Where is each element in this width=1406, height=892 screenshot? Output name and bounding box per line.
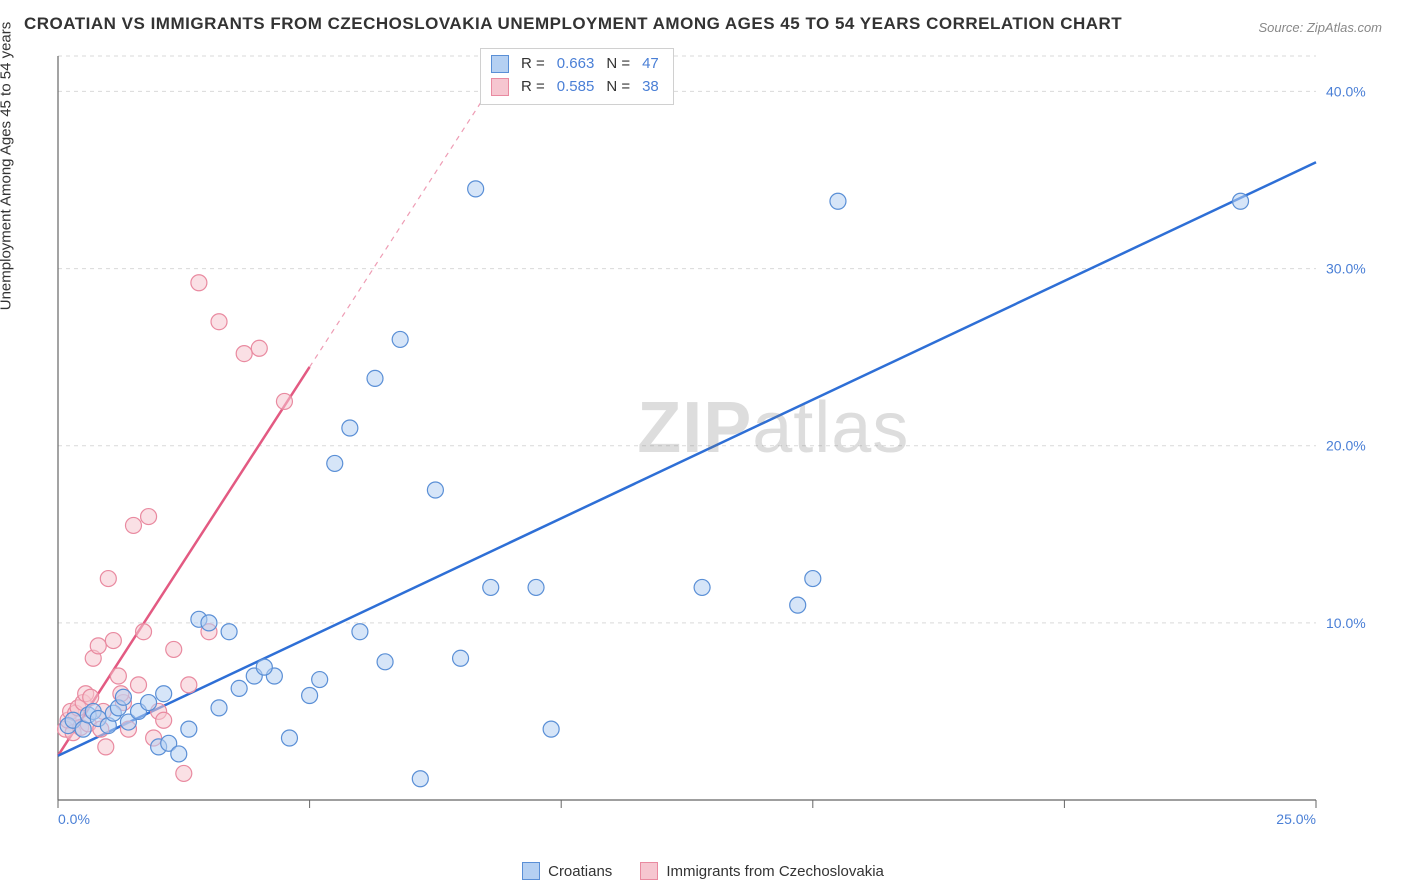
legend-n-value: 47 [642, 53, 659, 76]
legend-n-label: N = [606, 76, 630, 99]
legend-r-label: R = [521, 76, 545, 99]
correlation-legend: R = 0.663 N = 47 R = 0.585 N = 38 [480, 48, 674, 105]
legend-row: R = 0.663 N = 47 [491, 53, 659, 76]
legend-row: R = 0.585 N = 38 [491, 76, 659, 99]
legend-swatch [491, 55, 509, 73]
scatter-plot: 10.0% 20.0% 30.0% 40.0% 0.0% 25.0% [56, 50, 1376, 830]
legend-swatch [640, 862, 658, 880]
svg-text:25.0%: 25.0% [1276, 811, 1316, 827]
legend-label: Croatians [548, 863, 612, 880]
svg-text:0.0%: 0.0% [58, 811, 90, 827]
legend-swatch [522, 862, 540, 880]
y-axis-label: Unemployment Among Ages 45 to 54 years [0, 22, 15, 311]
svg-text:30.0%: 30.0% [1326, 261, 1366, 277]
legend-r-value: 0.585 [557, 76, 595, 99]
plot-svg: 10.0% 20.0% 30.0% 40.0% 0.0% 25.0% [56, 50, 1376, 830]
source-attribution: Source: ZipAtlas.com [1258, 20, 1382, 35]
legend-item: Croatians [522, 862, 612, 880]
chart-title: CROATIAN VS IMMIGRANTS FROM CZECHOSLOVAK… [24, 14, 1122, 34]
legend-item: Immigrants from Czechoslovakia [640, 862, 884, 880]
svg-text:10.0%: 10.0% [1326, 615, 1366, 631]
legend-swatch [491, 78, 509, 96]
legend-n-label: N = [606, 53, 630, 76]
legend-r-label: R = [521, 53, 545, 76]
series-legend: Croatians Immigrants from Czechoslovakia [0, 862, 1406, 880]
svg-text:40.0%: 40.0% [1326, 83, 1366, 99]
legend-label: Immigrants from Czechoslovakia [666, 863, 884, 880]
legend-n-value: 38 [642, 76, 659, 99]
legend-r-value: 0.663 [557, 53, 595, 76]
svg-text:20.0%: 20.0% [1326, 438, 1366, 454]
